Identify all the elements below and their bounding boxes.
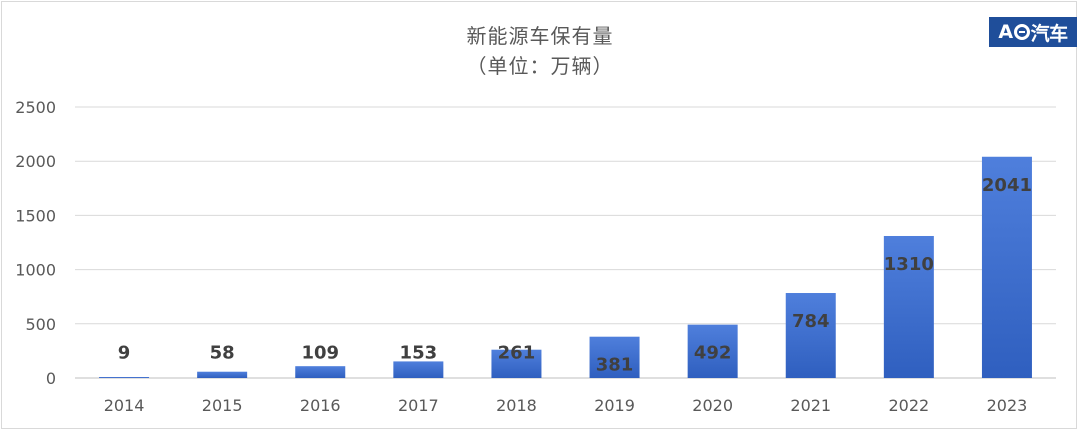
x-tick-label: 2014: [104, 396, 145, 415]
bar-2014: [99, 377, 150, 378]
bar-2023: [981, 156, 1032, 378]
bar-2016: [295, 366, 346, 378]
y-tick-label: 2500: [15, 98, 56, 117]
data-label-2018: 261: [498, 342, 536, 363]
data-label-2015: 58: [210, 342, 235, 363]
x-tick-label: 2015: [202, 396, 243, 415]
logo-c-icon: [1013, 24, 1030, 40]
data-label-2016: 109: [301, 342, 339, 363]
logo-letter: A: [998, 21, 1013, 43]
y-tick-label: 500: [25, 315, 56, 334]
x-tick-label: 2018: [496, 396, 537, 415]
x-tick-label: 2022: [888, 396, 929, 415]
bar-2020: [687, 324, 738, 378]
chart-title: 新能源车保有量: [466, 24, 614, 48]
bar-2022: [883, 235, 934, 378]
data-label-2019: 381: [596, 355, 634, 376]
x-tick-label: 2019: [594, 396, 635, 415]
x-tick-label: 2020: [692, 396, 733, 415]
data-label-2020: 492: [694, 343, 732, 364]
data-label-2017: 153: [400, 342, 438, 363]
bar-2018: [491, 349, 542, 378]
chart-subtitle: （单位：万辆）: [466, 54, 614, 78]
data-label-2021: 784: [792, 311, 830, 332]
bar-2019: [589, 336, 640, 378]
y-tick-label: 1000: [15, 261, 56, 280]
bar-2021: [785, 293, 836, 378]
data-labels: 9 58 109 153 261 381 492 784 1310 2041: [118, 175, 1032, 376]
x-tick-label: 2023: [987, 396, 1028, 415]
data-label-2022: 1310: [884, 254, 934, 275]
data-label-2023: 2041: [982, 175, 1032, 196]
brand-logo: A 汽车: [989, 17, 1077, 47]
y-tick-label: 0: [46, 369, 56, 388]
x-tick-label: 2016: [300, 396, 341, 415]
bar-2017: [393, 361, 444, 378]
bar-2015: [197, 371, 248, 378]
x-tick-label: 2017: [398, 396, 439, 415]
data-label-2014: 9: [118, 342, 131, 363]
logo-text: 汽车: [1030, 22, 1069, 45]
y-tick-label: 2000: [15, 152, 56, 171]
x-tick-label: 2021: [790, 396, 831, 415]
bars: [99, 156, 1032, 378]
y-axis-ticks: 0 500 1000 1500 2000 2500: [15, 98, 56, 388]
y-tick-label: 1500: [15, 206, 56, 225]
x-axis-ticks: 2014 2015 2016 2017 2018 2019 2020 2021 2022 2023: [104, 396, 1028, 415]
